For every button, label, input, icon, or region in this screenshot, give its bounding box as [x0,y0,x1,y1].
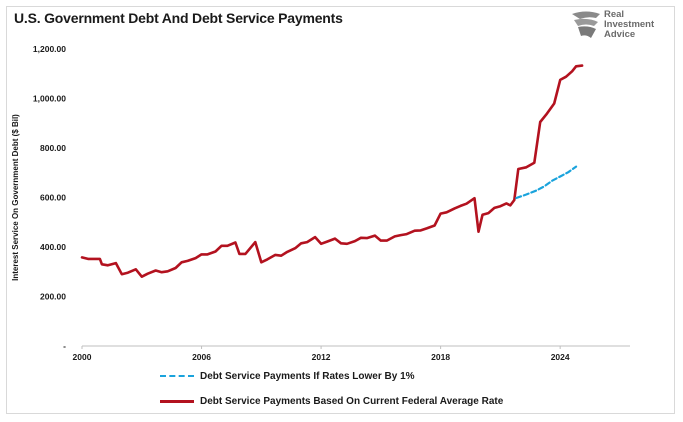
y-tick-label: 1,000.00 [33,94,66,104]
x-tick-label: 2006 [192,352,211,362]
x-tick-label: 2024 [551,352,570,362]
legend-swatch-dashed [160,375,194,377]
y-axis-label: Interest Service On Government Debt ($ B… [11,114,20,281]
logo-line-3: Advice [604,29,636,40]
logo-text: Real Investment Advice [604,10,654,40]
x-tick-label: 2018 [431,352,450,362]
eagle-head-icon [572,11,600,38]
legend-label-lower-rates: Debt Service Payments If Rates Lower By … [200,370,415,382]
x-tick-label: 2000 [73,352,92,362]
x-tick-label: 2012 [312,352,331,362]
chart-title: U.S. Government Debt And Debt Service Pa… [14,10,343,26]
legend-swatch-solid [160,399,194,403]
logo-line-2: Investment [604,19,655,30]
logo-line-1: Real [604,9,625,20]
y-tick-label: - [63,341,66,351]
y-tick-label: 1,200.00 [33,44,66,54]
y-tick-label: 600.00 [40,193,66,203]
series-line-lower-rates [515,165,578,200]
y-tick-label: 400.00 [40,242,66,252]
legend: Debt Service Payments If Rates Lower By … [160,368,503,418]
legend-item-current-rate: Debt Service Payments Based On Current F… [160,393,503,409]
y-tick-label: 800.00 [40,143,66,153]
legend-label-current-rate: Debt Service Payments Based On Current F… [200,395,504,407]
y-tick-label: 200.00 [40,292,66,302]
series-line-current-rate [80,64,584,278]
legend-item-lower-rates: Debt Service Payments If Rates Lower By … [160,368,503,384]
